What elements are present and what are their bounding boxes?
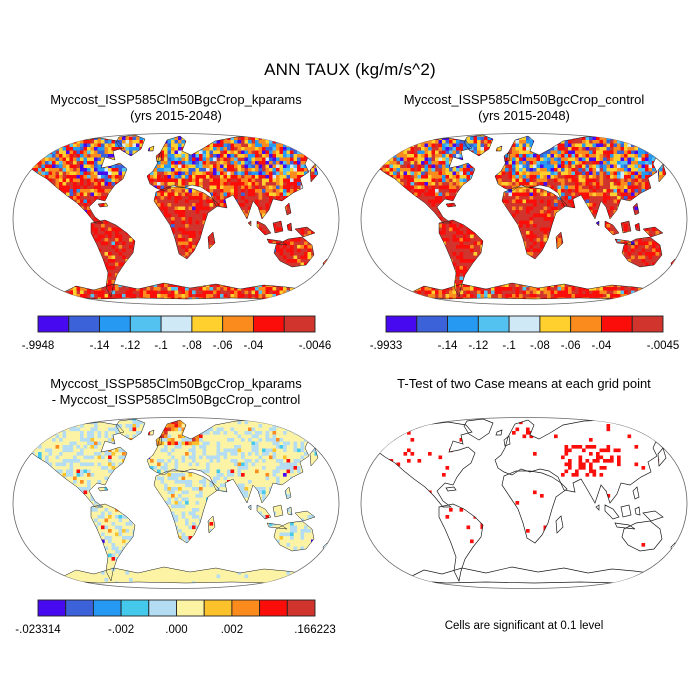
colorbar-cell xyxy=(65,599,94,617)
colorbar-cell xyxy=(120,599,150,617)
colorbar-cell xyxy=(203,599,233,617)
colorbar-cell xyxy=(539,315,572,333)
colorbar-cell xyxy=(600,315,633,333)
colorbar-cell xyxy=(477,315,510,333)
colorbar-tick-label: -.04 xyxy=(244,340,264,352)
map-control xyxy=(358,126,690,312)
colorbar-tick-label: -.12 xyxy=(468,340,488,352)
colorbar-tick-label: -.023314 xyxy=(15,624,61,636)
map-kparams xyxy=(10,126,342,312)
colorbar-tick-label: -.14 xyxy=(438,340,458,352)
colorbar-kparams: -.9948 -.14 -.12 -.1 -.08 -.06 -.04 -.0046 xyxy=(10,312,342,356)
colorbar-tick-label: -.1 xyxy=(154,340,167,352)
colorbar-cell xyxy=(160,315,193,333)
colorbar-cell xyxy=(252,315,285,333)
colorbar-svg: -.9933 -.14 -.12 -.1 -.08 -.06 -.04 -.0045 xyxy=(370,315,680,352)
colorbar-cell xyxy=(286,599,316,617)
colorbar-svg: -.9948 -.14 -.12 -.1 -.08 -.06 -.04 -.0046 xyxy=(22,315,332,352)
colorbar-difference: -.023314 -.002 .000 .002 .166223 xyxy=(10,596,342,640)
colorbar-tick-label: -.002 xyxy=(108,624,134,636)
colorbar-tick-label: -.9948 xyxy=(22,340,55,352)
colorbar-tick-label: -.9933 xyxy=(370,340,403,352)
colorbar-cell xyxy=(570,315,602,333)
world-map-svg xyxy=(360,133,688,305)
panel-kparams-title-line2: (yrs 2015-2048) xyxy=(130,108,222,123)
colorbar-tick-label: -.0045 xyxy=(647,340,680,352)
colorbar-cell xyxy=(176,599,205,617)
figure-title: ANN TAUX (kg/m/s^2) xyxy=(264,60,436,79)
colorbar-control: -.9933 -.14 -.12 -.1 -.08 -.06 -.04 -.0045 xyxy=(358,312,690,356)
colorbar-cell xyxy=(68,315,101,333)
colorbar-tick-label: -.1 xyxy=(502,340,515,352)
colorbar-cell xyxy=(129,315,162,333)
colorbar-cell xyxy=(222,315,254,333)
colorbar-cell xyxy=(37,315,70,333)
panel-control-title-line1: Myccost_ISSP585Clm50BgcCrop_control xyxy=(403,92,645,107)
colorbar-tick-label: -.06 xyxy=(213,340,233,352)
colorbar-cell xyxy=(508,315,541,333)
panel-kparams-title-line1: Myccost_ISSP585Clm50BgcCrop_kparams xyxy=(50,92,302,107)
colorbar-tick-label: -.14 xyxy=(90,340,110,352)
colorbar-tick-label: -.06 xyxy=(561,340,581,352)
colorbar-cell xyxy=(191,315,224,333)
colorbar-cell xyxy=(385,315,418,333)
colorbar-cell xyxy=(231,599,261,617)
colorbar-cell xyxy=(99,315,131,333)
colorbar-tick-label: -.12 xyxy=(120,340,140,352)
colorbar-tick-label: .002 xyxy=(221,624,243,636)
world-map-svg xyxy=(12,133,340,305)
colorbar-cell xyxy=(92,599,122,617)
colorbar-cell xyxy=(283,315,316,333)
panel-ttest-title-line1: T-Test of two Case means at each grid po… xyxy=(397,376,651,391)
world-map-svg xyxy=(360,417,688,589)
map-difference xyxy=(10,410,342,596)
panel-ttest: T-Test of two Case means at each grid po… xyxy=(358,376,690,632)
panel-control-title-line2: (yrs 2015-2048) xyxy=(478,108,570,123)
panel-ttest-title-line2 xyxy=(358,392,690,408)
world-map-svg xyxy=(12,417,340,589)
colorbar-tick-label: .000 xyxy=(165,624,187,636)
colorbar-cell xyxy=(259,599,288,617)
panel-kparams: Myccost_ISSP585Clm50BgcCrop_kparams (yrs… xyxy=(10,92,342,356)
map-ttest xyxy=(358,410,690,596)
panel-control: Myccost_ISSP585Clm50BgcCrop_control (yrs… xyxy=(358,92,690,356)
colorbar-svg: -.023314 -.002 .000 .002 .166223 xyxy=(15,599,336,636)
panel-difference: Myccost_ISSP585Clm50BgcCrop_kparams - My… xyxy=(10,376,342,640)
significance-caption: Cells are significant at 0.1 level xyxy=(444,620,604,632)
panel-ttest-title: T-Test of two Case means at each grid po… xyxy=(358,376,690,408)
colorbar-cell xyxy=(416,315,449,333)
colorbar-cell xyxy=(148,599,177,617)
colorbar-cell xyxy=(447,315,479,333)
colorbar-tick-label: -.0046 xyxy=(299,340,332,352)
colorbar-cell xyxy=(37,599,67,617)
panel-kparams-title: Myccost_ISSP585Clm50BgcCrop_kparams (yrs… xyxy=(10,92,342,124)
colorbar-tick-label: .166223 xyxy=(294,624,336,636)
panel-difference-title-line2: - Myccost_ISSP585Clm50BgcCrop_control xyxy=(51,392,301,407)
colorbar-tick-label: -.04 xyxy=(592,340,612,352)
panel-control-title: Myccost_ISSP585Clm50BgcCrop_control (yrs… xyxy=(358,92,690,124)
panel-difference-title: Myccost_ISSP585Clm50BgcCrop_kparams - My… xyxy=(10,376,342,408)
colorbar-cell xyxy=(631,315,664,333)
panel-difference-title-line1: Myccost_ISSP585Clm50BgcCrop_kparams xyxy=(50,376,302,391)
colorbar-tick-label: -.08 xyxy=(530,340,550,352)
colorbar-tick-label: -.08 xyxy=(182,340,202,352)
